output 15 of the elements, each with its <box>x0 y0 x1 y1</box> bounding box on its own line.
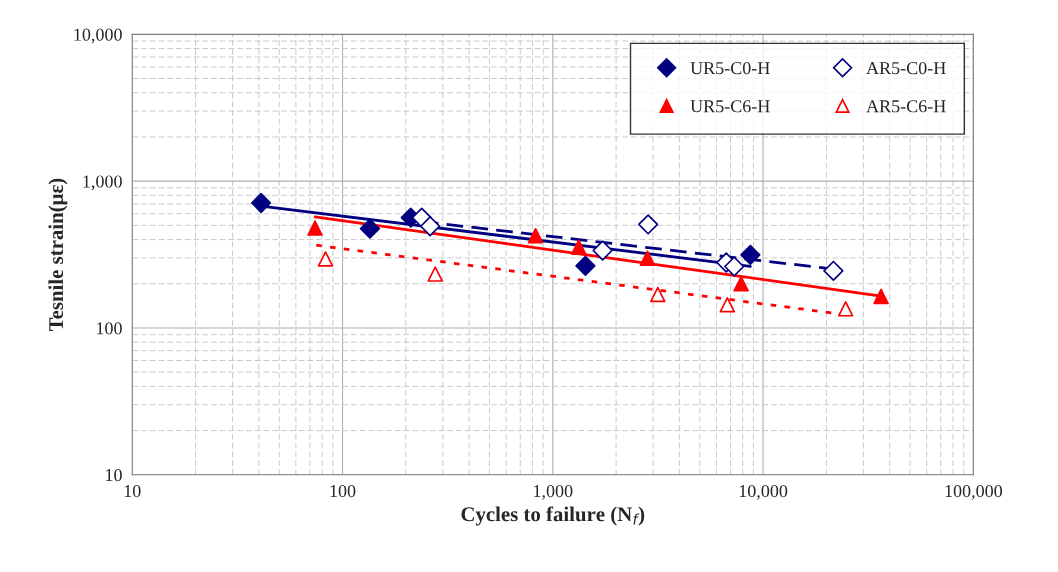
x-axis-title: Cycles to failure (N$_{f}$) <box>461 506 645 526</box>
x-tick-label: 1,000 <box>534 485 573 500</box>
legend-label: UR5-C6-H <box>690 100 770 113</box>
x-tick-label: 10,000 <box>739 485 788 500</box>
x-tick-label: 100 <box>330 485 356 498</box>
y-tick-label: 10,000 <box>74 28 122 44</box>
legend-label: AR5-C0-H <box>866 62 946 75</box>
y-tick-label: 1,000 <box>83 175 122 191</box>
y-tick-label: 100 <box>97 322 122 335</box>
y-axis-title: Tesnile strain(με) <box>48 178 68 332</box>
legend-label: UR5-C0-H <box>690 62 770 75</box>
legend-label: AR5-C6-H <box>866 100 946 113</box>
x-tick-label: 10 <box>124 485 141 498</box>
y-tick-label: 10 <box>106 469 122 482</box>
x-tick-label: 100,000 <box>945 485 1003 500</box>
